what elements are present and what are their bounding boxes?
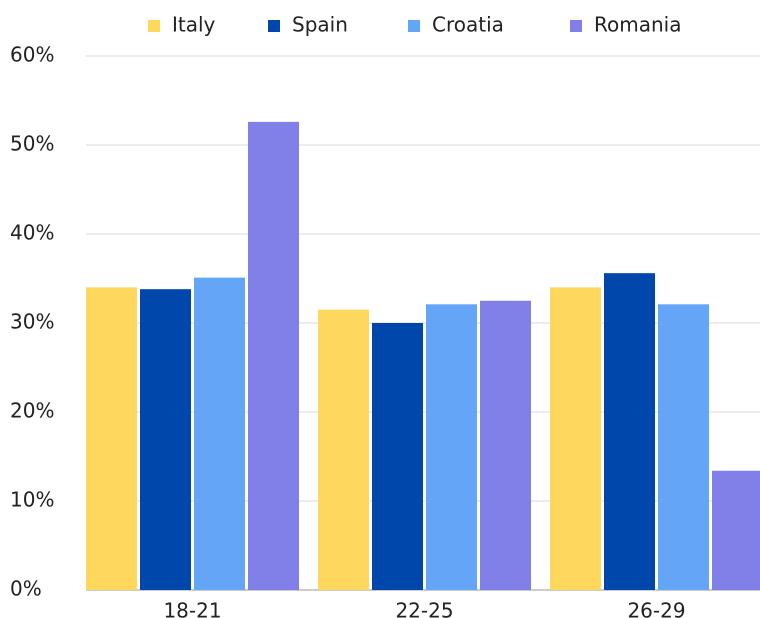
bar [658, 304, 709, 590]
legend-label: Italy [172, 13, 216, 37]
x-tick-label: 26-29 [627, 599, 685, 618]
legend-label: Croatia [432, 13, 504, 37]
legend-swatch [570, 20, 582, 32]
bar [318, 309, 369, 590]
legend-label: Romania [594, 13, 681, 37]
legend-swatch [268, 20, 280, 32]
bar [480, 300, 531, 590]
y-tick-label: 20% [10, 399, 54, 423]
legend-label: Spain [292, 13, 348, 37]
y-tick-label: 60% [10, 43, 54, 67]
x-tick-label: 22-25 [395, 599, 453, 618]
legend-swatch [148, 20, 160, 32]
bar [550, 287, 601, 590]
bar [372, 323, 423, 590]
y-tick-label: 40% [10, 221, 54, 245]
x-tick-label: 18-21 [163, 599, 221, 618]
y-tick-label: 50% [10, 132, 54, 156]
y-tick-label: 10% [10, 488, 54, 512]
bar [712, 470, 760, 590]
y-tick-label: 0% [10, 577, 42, 601]
bar [194, 277, 245, 590]
bar [140, 289, 191, 590]
y-tick-label: 30% [10, 310, 54, 334]
bar [426, 304, 477, 590]
bar [604, 273, 655, 590]
bar [248, 121, 299, 591]
legend-swatch [408, 20, 420, 32]
bar [86, 287, 137, 590]
